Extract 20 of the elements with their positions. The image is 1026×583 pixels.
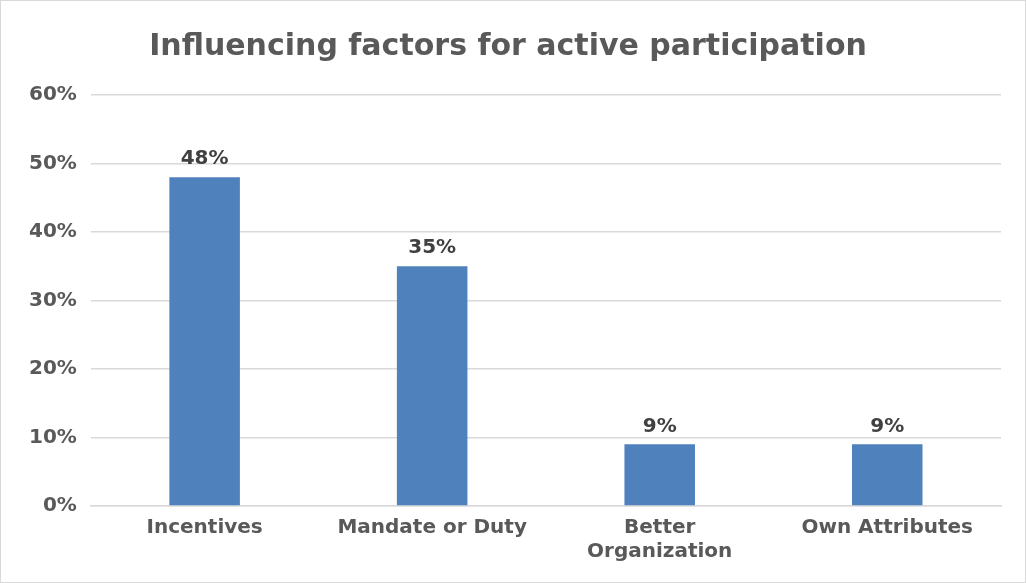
bar — [169, 177, 240, 506]
data-label: 35% — [408, 234, 457, 259]
y-tick-label: 30% — [29, 286, 77, 311]
x-tick-label: Incentives — [146, 514, 263, 539]
bar — [851, 444, 923, 506]
x-tick-label: Own Attributes — [801, 514, 974, 539]
y-tick-label: 50% — [29, 149, 77, 174]
x-tick-label: Better Organization — [587, 514, 733, 563]
y-tick-label: 20% — [29, 355, 77, 380]
data-label: 48% — [180, 145, 229, 170]
data-label: 9% — [870, 412, 905, 437]
data-label: 9% — [642, 412, 677, 437]
y-tick-label: 60% — [29, 81, 77, 106]
chart-title: Influencing factors for active participation — [149, 26, 867, 62]
bar — [396, 266, 468, 506]
y-tick-label: 40% — [29, 218, 77, 243]
y-tick-label: 0% — [42, 492, 77, 517]
x-tick-label: Mandate or Duty — [337, 514, 527, 539]
bar — [624, 444, 695, 506]
y-tick-label: 10% — [29, 423, 77, 448]
